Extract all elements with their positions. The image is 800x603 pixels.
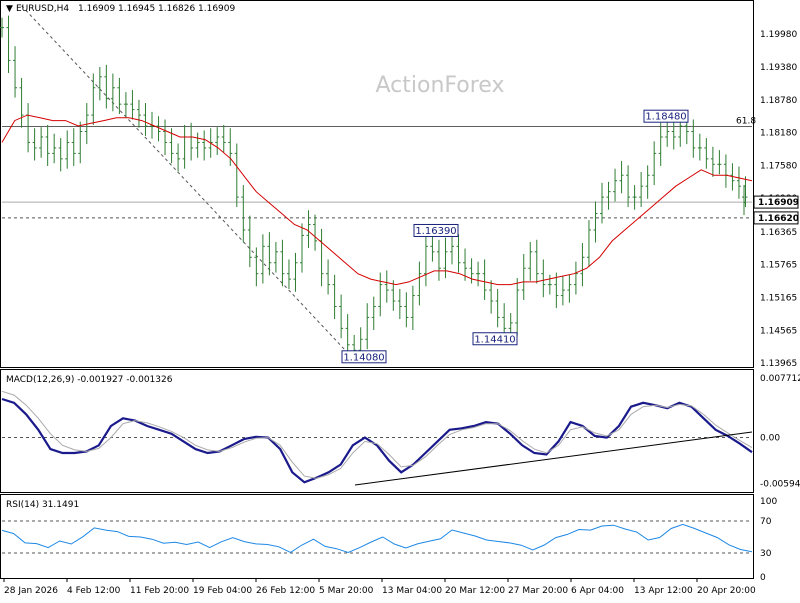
price-axis-tick: 1.16365 [760, 228, 797, 238]
macd-panel[interactable] [0, 369, 754, 493]
price-axis-tick: 1.18180 [760, 129, 797, 139]
price-annotation: 1.16390 [413, 223, 459, 237]
price-axis-tick: 1.14565 [760, 326, 797, 336]
rsi-axis-tick: 70 [760, 517, 772, 527]
price-annotation: 1.18480 [643, 109, 689, 123]
watermark: ActionForex [376, 73, 505, 98]
macd-header: MACD(12,26,9) -0.001927 -0.001326 [6, 375, 173, 385]
price-header-low: 1.16826 [158, 4, 195, 14]
axis-layer: 1.19980 1.19380 1.18780 1.18180 1.17580 1.169… [3, 30, 800, 596]
x-axis-tick: 11 Feb 20:00 [130, 586, 189, 596]
fib-618-label: 61.8 [736, 117, 756, 127]
x-axis-tick: 20 Mar 12:00 [445, 586, 505, 596]
price-layer: 61.8 1.18480 1.16390 1.14410 1.14080 [0, 5, 756, 364]
price-annotation: 1.14080 [341, 350, 387, 364]
price-annotation-box [472, 332, 518, 346]
macd-series-line [1, 397, 753, 484]
macd-axis-tick: 0.00 [760, 434, 780, 444]
x-axis-tick: 27 Mar 20:00 [508, 586, 568, 596]
current-price-tag: 1.16909 [758, 198, 799, 208]
x-axis-tick: 4 Feb 12:00 [67, 586, 121, 596]
price-annotation-box [643, 109, 689, 123]
rsi-header: RSI(14) 31.1491 [6, 500, 79, 510]
rsi-axis-tick: 30 [760, 549, 772, 559]
moving-average-line [1, 114, 753, 286]
price-axis-tick: 1.18780 [760, 96, 797, 106]
price-axis-tick: 1.15165 [760, 293, 797, 303]
dropdown-triangle-icon[interactable]: ▼ [6, 4, 13, 14]
price-annotation-box [341, 350, 387, 364]
x-axis-tick: 20 Apr 20:00 [697, 586, 756, 596]
current-price-tag-box [753, 195, 799, 209]
x-axis-tick: 19 Feb 04:00 [193, 586, 252, 596]
price-axis-tick: 1.13965 [760, 359, 797, 369]
price-axis-tick: 1.19380 [760, 63, 797, 73]
price-annotation-label: 1.16390 [415, 226, 456, 237]
price-header-close: 1.16909 [198, 4, 235, 14]
rsi-layer [1, 520, 753, 554]
price-axis-tick: 1.15765 [760, 261, 797, 271]
x-axis-tick: 28 Jan 2026 [4, 586, 58, 596]
x-axis-tick: 6 Apr 04:00 [571, 586, 624, 596]
x-axis-tick: 26 Feb 12:00 [256, 586, 315, 596]
rsi-panel[interactable] [0, 494, 754, 579]
macd-axis-tick: -0.005944 [760, 479, 800, 489]
macd-axis-tick: 0.007712 [760, 374, 800, 384]
x-axis-tick: 13 Apr 12:00 [634, 586, 693, 596]
price-panel[interactable] [0, 0, 754, 368]
price-header-high: 1.16945 [118, 4, 155, 14]
rsi-series-line [1, 523, 753, 554]
macd-trendline [354, 431, 753, 486]
rsi-axis-tick: 0 [760, 573, 766, 583]
x-axis-tick: 5 Mar 20:00 [319, 586, 374, 596]
x-axis-tick: 13 Mar 04:00 [382, 586, 442, 596]
price-axis-tick: 1.17580 [760, 161, 797, 171]
macd-signal-line [1, 390, 753, 479]
price-annotation-box [413, 223, 459, 237]
downtrend-channel-line [21, 5, 349, 354]
macd-layer [1, 390, 753, 486]
price-header: ▼ EURUSD,H4 1.16909 1.16945 1.16826 1.16… [6, 4, 235, 14]
price-header-open: 1.16909 [78, 4, 115, 14]
price-annotation-label: 1.18480 [645, 112, 686, 123]
support-tag-box [753, 211, 799, 225]
price-annotation-label: 1.14410 [474, 334, 515, 345]
price-annotation-label: 1.14080 [343, 352, 384, 363]
price-header-symbol: EURUSD,H4 [16, 4, 69, 14]
rsi-axis-tick: 100 [760, 497, 777, 507]
support-tag: 1.16620 [758, 214, 799, 224]
price-axis-tick: 1.19980 [760, 30, 797, 40]
price-annotation: 1.14410 [472, 332, 518, 346]
